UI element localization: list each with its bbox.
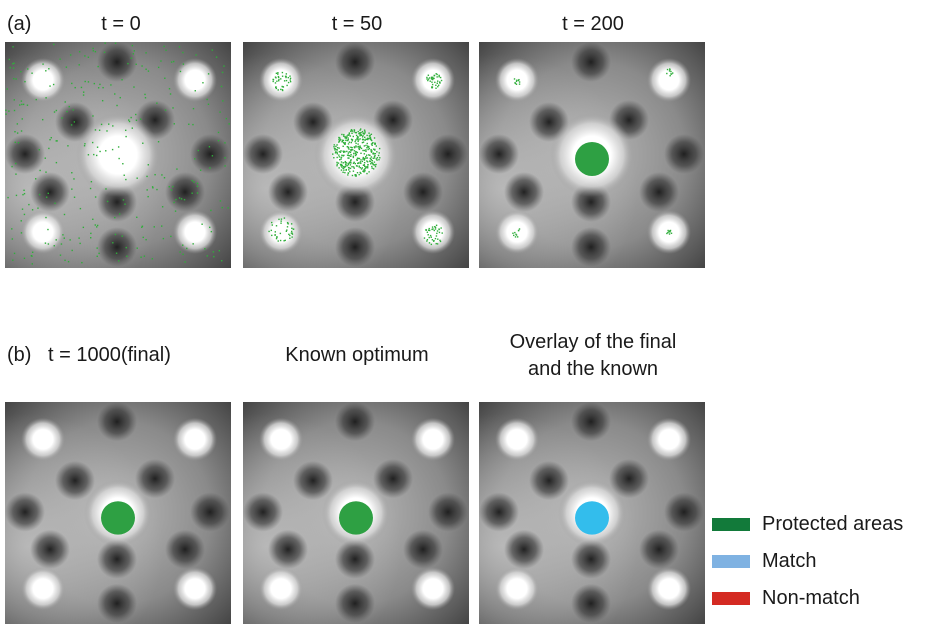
legend-label-match: Match: [762, 549, 817, 572]
legend-label-non-match: Non-match: [762, 586, 860, 609]
legend-item-match: Match: [712, 549, 816, 573]
map-panel-known-optimum: [243, 402, 469, 624]
panel-title-overlay-line1: Overlay of the final: [509, 331, 677, 353]
legend-item-non-match: Non-match: [712, 586, 860, 610]
row-a-label: (a): [7, 13, 32, 35]
legend-swatch-match: [712, 554, 750, 568]
panel-title-t200: t = 200: [562, 13, 624, 35]
legend-swatch-protected-areas: [712, 517, 750, 531]
map-panel-t200: [479, 42, 705, 268]
map-panel-final: [5, 402, 231, 624]
map-panel-t0: [5, 42, 231, 268]
panel-title-overlay-line2: and the known: [527, 358, 659, 380]
panel-title-t50: t = 50: [331, 13, 383, 35]
map-panel-overlay: [479, 402, 705, 624]
legend-label-protected-areas: Protected areas: [762, 512, 904, 535]
legend-item-protected-areas: Protected areas: [712, 512, 903, 536]
row-b-label: (b): [7, 344, 32, 366]
panel-title-t0: t = 0: [101, 13, 141, 35]
panel-title-final: t = 1000(final): [48, 344, 171, 366]
map-panel-t50: [243, 42, 469, 268]
legend-swatch-non-match: [712, 591, 750, 605]
panel-title-known-optimum: Known optimum: [285, 344, 429, 366]
